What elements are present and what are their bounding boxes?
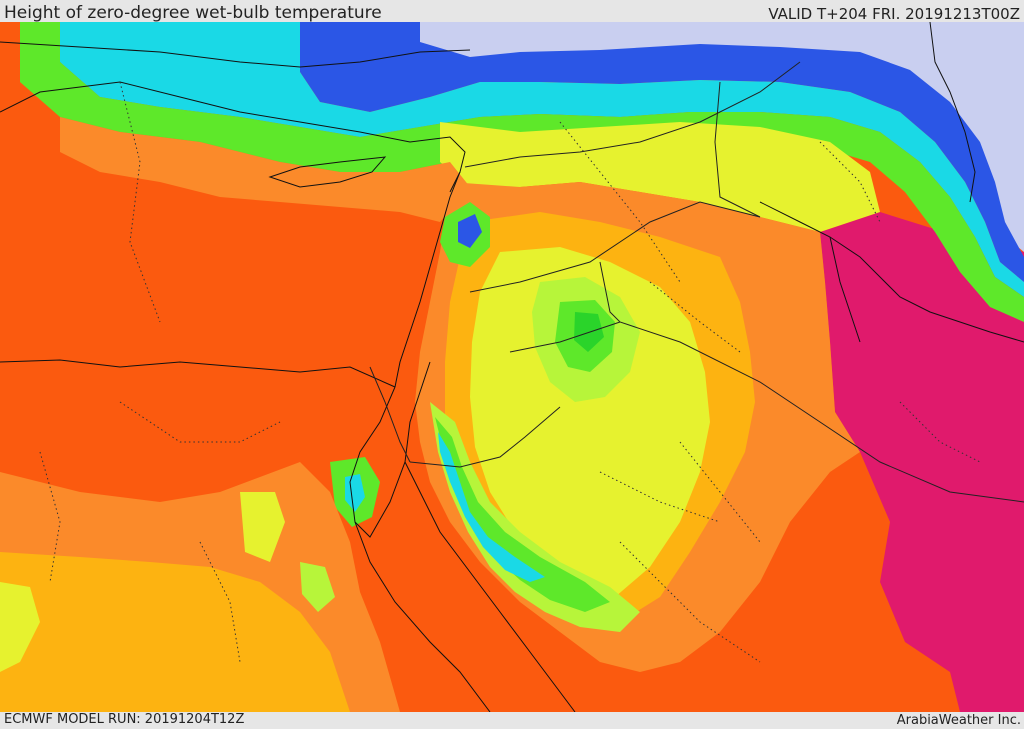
coastline-persian-gulf — [759, 201, 1024, 343]
field-yellow-central — [470, 247, 710, 597]
field-light-green-sudan — [300, 562, 335, 612]
coastline-sinai-gulfs — [349, 361, 431, 538]
valid-time-label: VALID T+204 FRI. 20191213T00Z — [768, 5, 1020, 23]
field-blue-north — [300, 22, 1024, 282]
province-boundaries — [39, 81, 981, 663]
border-egypt-israel — [369, 366, 411, 463]
border-turkey-syria — [464, 61, 801, 168]
cyprus-island — [268, 156, 387, 188]
coastline-levant — [394, 171, 461, 388]
coastline-turkey-south — [0, 81, 466, 193]
coastline-black-sea — [0, 41, 471, 68]
field-yellow-north — [440, 122, 880, 232]
map-title: Height of zero-degree wet-bulb temperatu… — [4, 3, 382, 23]
coastline-caspian — [929, 22, 976, 203]
field-yellow-sudan — [240, 492, 285, 562]
coastline-red-sea-east — [404, 461, 576, 712]
map-canvas — [0, 22, 1024, 712]
border-jordan-saudi — [469, 201, 1024, 503]
field-orange-anatolia — [60, 117, 470, 222]
field-yellow-egypt — [0, 582, 40, 672]
credit-label: ArabiaWeather Inc. — [896, 713, 1021, 728]
field-magenta — [820, 212, 1024, 712]
field-cyan-north — [60, 22, 1024, 297]
coastline-gulf-south — [829, 236, 861, 343]
field-amber-egypt — [0, 552, 350, 712]
field-blue-levant — [458, 214, 482, 248]
model-run-label: ECMWF MODEL RUN: 20191204T12Z — [4, 712, 245, 727]
field-cyan-hijaz — [438, 432, 545, 582]
border-saudi-jordan-south — [409, 406, 561, 468]
border-iraq-iran — [714, 81, 761, 218]
border-iraq-saudi — [509, 321, 621, 353]
coastline-red-sea-west — [354, 521, 491, 712]
title-bar: Height of zero-degree wet-bulb temperatu… — [0, 0, 1024, 23]
coastline-egypt-north — [0, 359, 396, 388]
forecast-map[interactable] — [0, 22, 1024, 712]
footer-bar: ECMWF MODEL RUN: 20191204T12Z ArabiaWeat… — [0, 712, 1024, 729]
